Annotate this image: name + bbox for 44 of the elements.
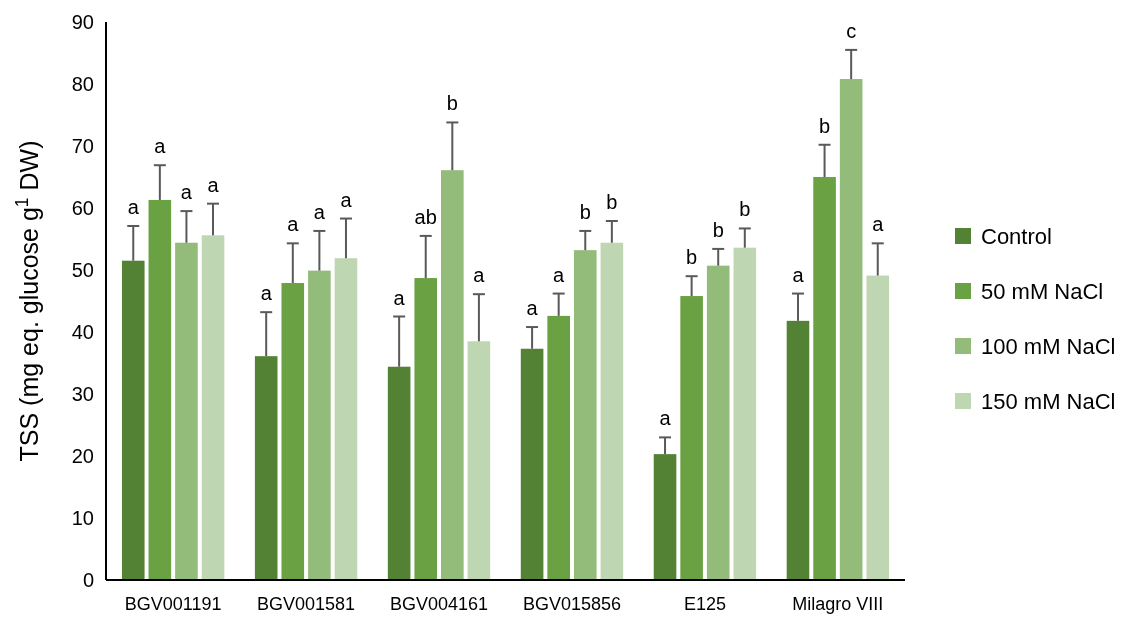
annotation: a — [659, 407, 672, 430]
legend-label: 50 mM NaCl — [981, 278, 1104, 304]
annotation: a — [340, 188, 353, 211]
y-tick-label: 0 — [82, 569, 94, 591]
y-tick-label: 10 — [71, 507, 94, 529]
legend-label: 100 mM NaCl — [981, 333, 1116, 359]
annotation: b — [819, 114, 831, 137]
annotation: b — [739, 198, 751, 221]
annotation: a — [393, 286, 406, 309]
y-tick-label: 50 — [71, 259, 94, 281]
y-tick-label: 40 — [71, 321, 94, 343]
annotation: a — [313, 200, 326, 223]
annotation: b — [686, 246, 698, 269]
annotation: a — [526, 297, 539, 320]
x-tick-label: E125 — [683, 594, 726, 614]
legend-label: 150 mM NaCl — [981, 388, 1116, 414]
x-tick-label: Milagro VIII — [792, 594, 884, 614]
annotation: b — [712, 218, 724, 241]
annotation: b — [606, 191, 618, 214]
annotation: c — [846, 19, 857, 42]
x-tick-label: BGV001191 — [124, 594, 222, 614]
annotation: a — [207, 173, 220, 196]
y-tick-label: 60 — [71, 197, 94, 219]
annotation: a — [553, 263, 566, 286]
annotation: ab — [414, 205, 437, 228]
y-tick-label: 90 — [71, 11, 94, 33]
y-tick-label: 20 — [71, 445, 94, 467]
y-tick-label: 80 — [71, 73, 94, 95]
annotation: a — [872, 213, 885, 236]
annotation: a — [473, 264, 486, 287]
annotation: b — [579, 200, 591, 223]
y-tick-label: 70 — [71, 135, 94, 157]
legend-label: Control — [981, 223, 1052, 249]
x-tick-label: BGV001581 — [257, 594, 356, 614]
annotation: a — [154, 135, 167, 158]
annotation: a — [180, 181, 193, 204]
y-tick-label: 30 — [71, 383, 94, 405]
x-tick-label: BGV015856 — [522, 594, 622, 614]
annotation: a — [287, 213, 300, 236]
x-tick-label: BGV004161 — [389, 594, 489, 614]
annotation: a — [127, 195, 140, 218]
annotation: b — [446, 92, 458, 115]
annotation: a — [792, 263, 805, 286]
annotation: a — [260, 282, 273, 305]
